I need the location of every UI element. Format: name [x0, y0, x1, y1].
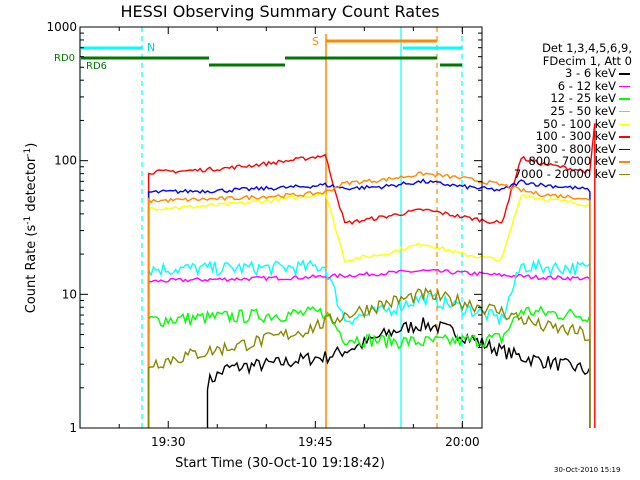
x-tick-label: 20:00	[445, 435, 480, 449]
x-tick-label: 19:30	[151, 435, 186, 449]
series-line-3	[147, 258, 591, 428]
y-axis-label: Count Rate (s-1 detector-1)	[23, 143, 39, 314]
y-axis-label-mid: detector	[24, 156, 39, 216]
y-axis-label-sup-2: -1	[23, 148, 33, 157]
rd6-label: RD6	[86, 61, 107, 72]
legend-entry-label: 12 - 25 keV	[550, 91, 616, 106]
legend-swatch	[619, 136, 630, 138]
legend-swatch	[619, 123, 630, 126]
series-line-8	[147, 286, 591, 428]
legend-entry: 100 - 300 keV	[492, 130, 632, 143]
y-axis-label-main: Count Rate (s	[24, 225, 39, 314]
y-tick-label: 1	[69, 421, 77, 435]
n-label: N	[147, 41, 155, 54]
series-line-6	[147, 178, 591, 428]
series-line-2	[147, 305, 591, 428]
legend-swatch	[619, 148, 630, 151]
series-line-4	[147, 191, 591, 428]
y-axis-label-end: )	[24, 143, 39, 148]
legend-entry-label: 25 - 50 keV	[550, 103, 616, 118]
legend-swatch	[619, 85, 630, 88]
chart-title: HESSI Observing Summary Count Rates	[120, 2, 439, 21]
legend-swatch	[619, 98, 630, 100]
legend-entry: 800 - 7000 keV	[492, 155, 632, 168]
y-axis-label-sup-1: -1	[23, 216, 33, 225]
legend-entry-label: 800 - 7000 keV	[528, 154, 616, 169]
legend-entry-label: 3 - 6 keV	[565, 66, 616, 81]
y-tick-label: 1000	[46, 20, 77, 34]
s-label: S	[312, 35, 319, 48]
legend-entry-label: 300 - 800 keV	[535, 141, 616, 156]
legend-header-line-2: FDecim 1, Att 0	[542, 53, 632, 68]
series-line-5	[147, 123, 596, 428]
attenuator-state-annotations	[79, 27, 463, 428]
legend-swatch	[619, 173, 630, 176]
legend-entry-label: 7000 - 20000 keV	[513, 166, 616, 181]
legend-entry-label: 6 - 12 keV	[557, 78, 616, 93]
x-axis-label: Start Time (30-Oct-10 19:18:42)	[175, 456, 385, 471]
legend-swatch	[619, 73, 630, 75]
legend-entry: 7000 - 20000 keV	[492, 168, 632, 181]
legend-header-line-1: Det 1,3,4,5,6,9,	[542, 41, 632, 55]
legend-entry: 12 - 25 keV	[492, 92, 632, 105]
legend-entry: 50 - 100 keV	[492, 116, 632, 131]
legend-swatch	[619, 161, 630, 163]
plot-frame	[79, 26, 483, 429]
y-tick-label: 10	[62, 287, 77, 301]
legend-entry: 6 - 12 keV	[492, 80, 632, 93]
series-line-1	[147, 268, 591, 428]
plot-timestamp: 30-Oct-2010 15:19	[554, 466, 621, 474]
legend-entry-label: 50 - 100 keV	[543, 116, 616, 131]
legend-entry: 25 - 50 keV	[492, 105, 632, 118]
series-line-0	[206, 317, 591, 428]
legend-swatch	[619, 110, 630, 113]
series-layer	[147, 123, 596, 428]
rd0-label: RD0	[54, 53, 75, 64]
series-line-7	[147, 171, 591, 428]
axis-ticks: 19:30 19:45 20:00 1 10 100 1000	[46, 20, 482, 449]
y-tick-label: 100	[54, 154, 77, 168]
legend-entry: 3 - 6 keV	[492, 67, 632, 80]
legend-entry: 300 - 800 keV	[492, 143, 632, 156]
legend-entry-label: 100 - 300 keV	[535, 129, 616, 144]
legend: Det 1,3,4,5,6,9, FDecim 1, Att 0 3 - 6 k…	[492, 42, 632, 181]
x-tick-label: 19:45	[298, 435, 333, 449]
legend-entries: 3 - 6 keV 6 - 12 keV 12 - 25 keV 25 - 50 ke…	[492, 67, 632, 180]
